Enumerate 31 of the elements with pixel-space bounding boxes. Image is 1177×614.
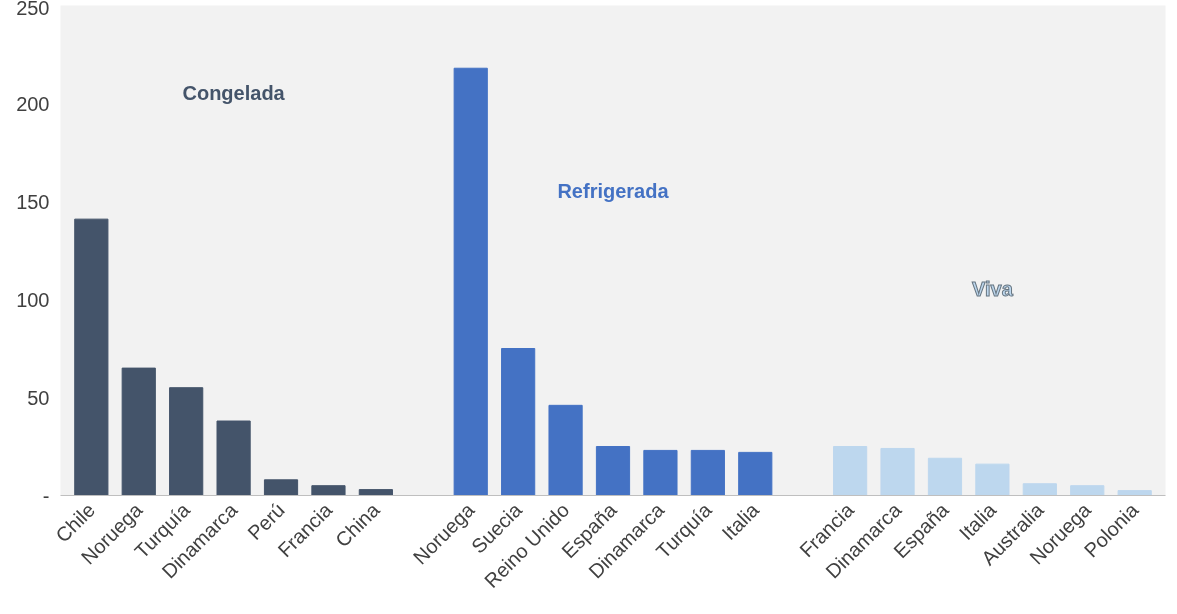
bar [216, 420, 251, 496]
bar [121, 367, 156, 496]
text: Congelada [182, 81, 286, 104]
bar [738, 451, 773, 496]
bar [1070, 485, 1105, 496]
bar [690, 449, 725, 496]
bar [1117, 490, 1152, 496]
y-tick-label: 200 [16, 92, 50, 115]
bar [501, 348, 536, 496]
bar [833, 446, 868, 496]
y-tick-label: 100 [16, 288, 50, 311]
bar [263, 479, 299, 496]
bar [311, 485, 346, 496]
y-tick-label: 250 [16, 0, 50, 19]
bar [169, 387, 204, 496]
y-tick-label: 50 [27, 386, 50, 409]
bar [358, 489, 393, 496]
bar [927, 457, 963, 496]
bar [74, 218, 109, 496]
x-tick-label: Italia [717, 498, 764, 545]
bar [548, 404, 583, 496]
bar [1022, 483, 1057, 496]
bar [643, 449, 678, 496]
bar [880, 447, 915, 496]
y-tick-label: - [42, 484, 50, 507]
y-tick-label: 150 [16, 190, 50, 213]
bar [975, 463, 1010, 496]
text: Viva [972, 277, 1014, 300]
bar [595, 446, 631, 496]
bar [453, 67, 488, 496]
text: Refrigerada [557, 179, 670, 202]
